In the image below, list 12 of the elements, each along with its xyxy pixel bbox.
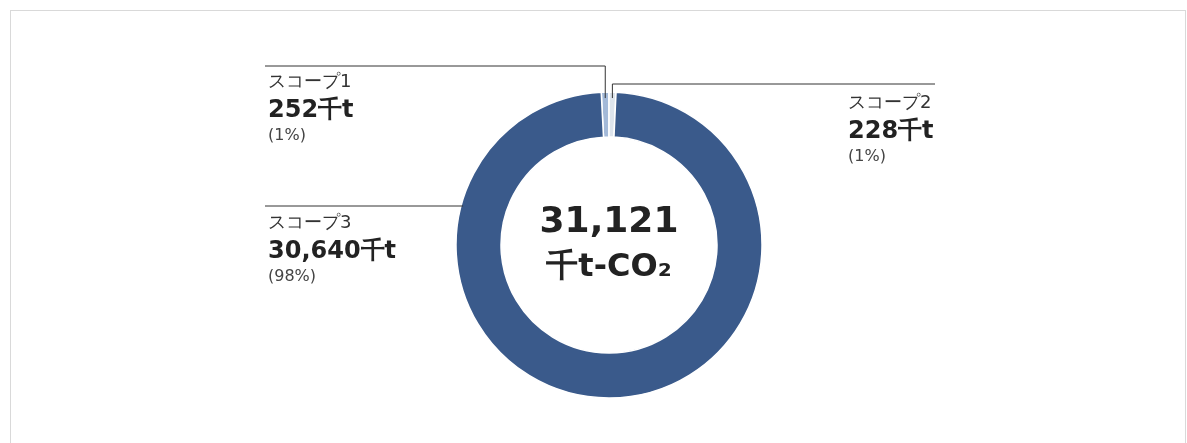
text: 千t-CO₂ xyxy=(545,246,672,284)
donut-slice xyxy=(455,91,763,399)
text: (1%) xyxy=(268,125,306,144)
data-label: 228千t xyxy=(848,116,934,144)
slice-label: スコープ2 xyxy=(848,91,932,112)
slice-label: スコープ1 xyxy=(268,70,352,91)
slice-label: スコープ3 xyxy=(268,211,352,232)
data-label: 252千t xyxy=(268,95,354,123)
text: 31,121 xyxy=(539,199,679,240)
text: (1%) xyxy=(848,146,886,165)
text: (98%) xyxy=(268,266,317,285)
data-label: 30,640千t xyxy=(268,236,397,264)
